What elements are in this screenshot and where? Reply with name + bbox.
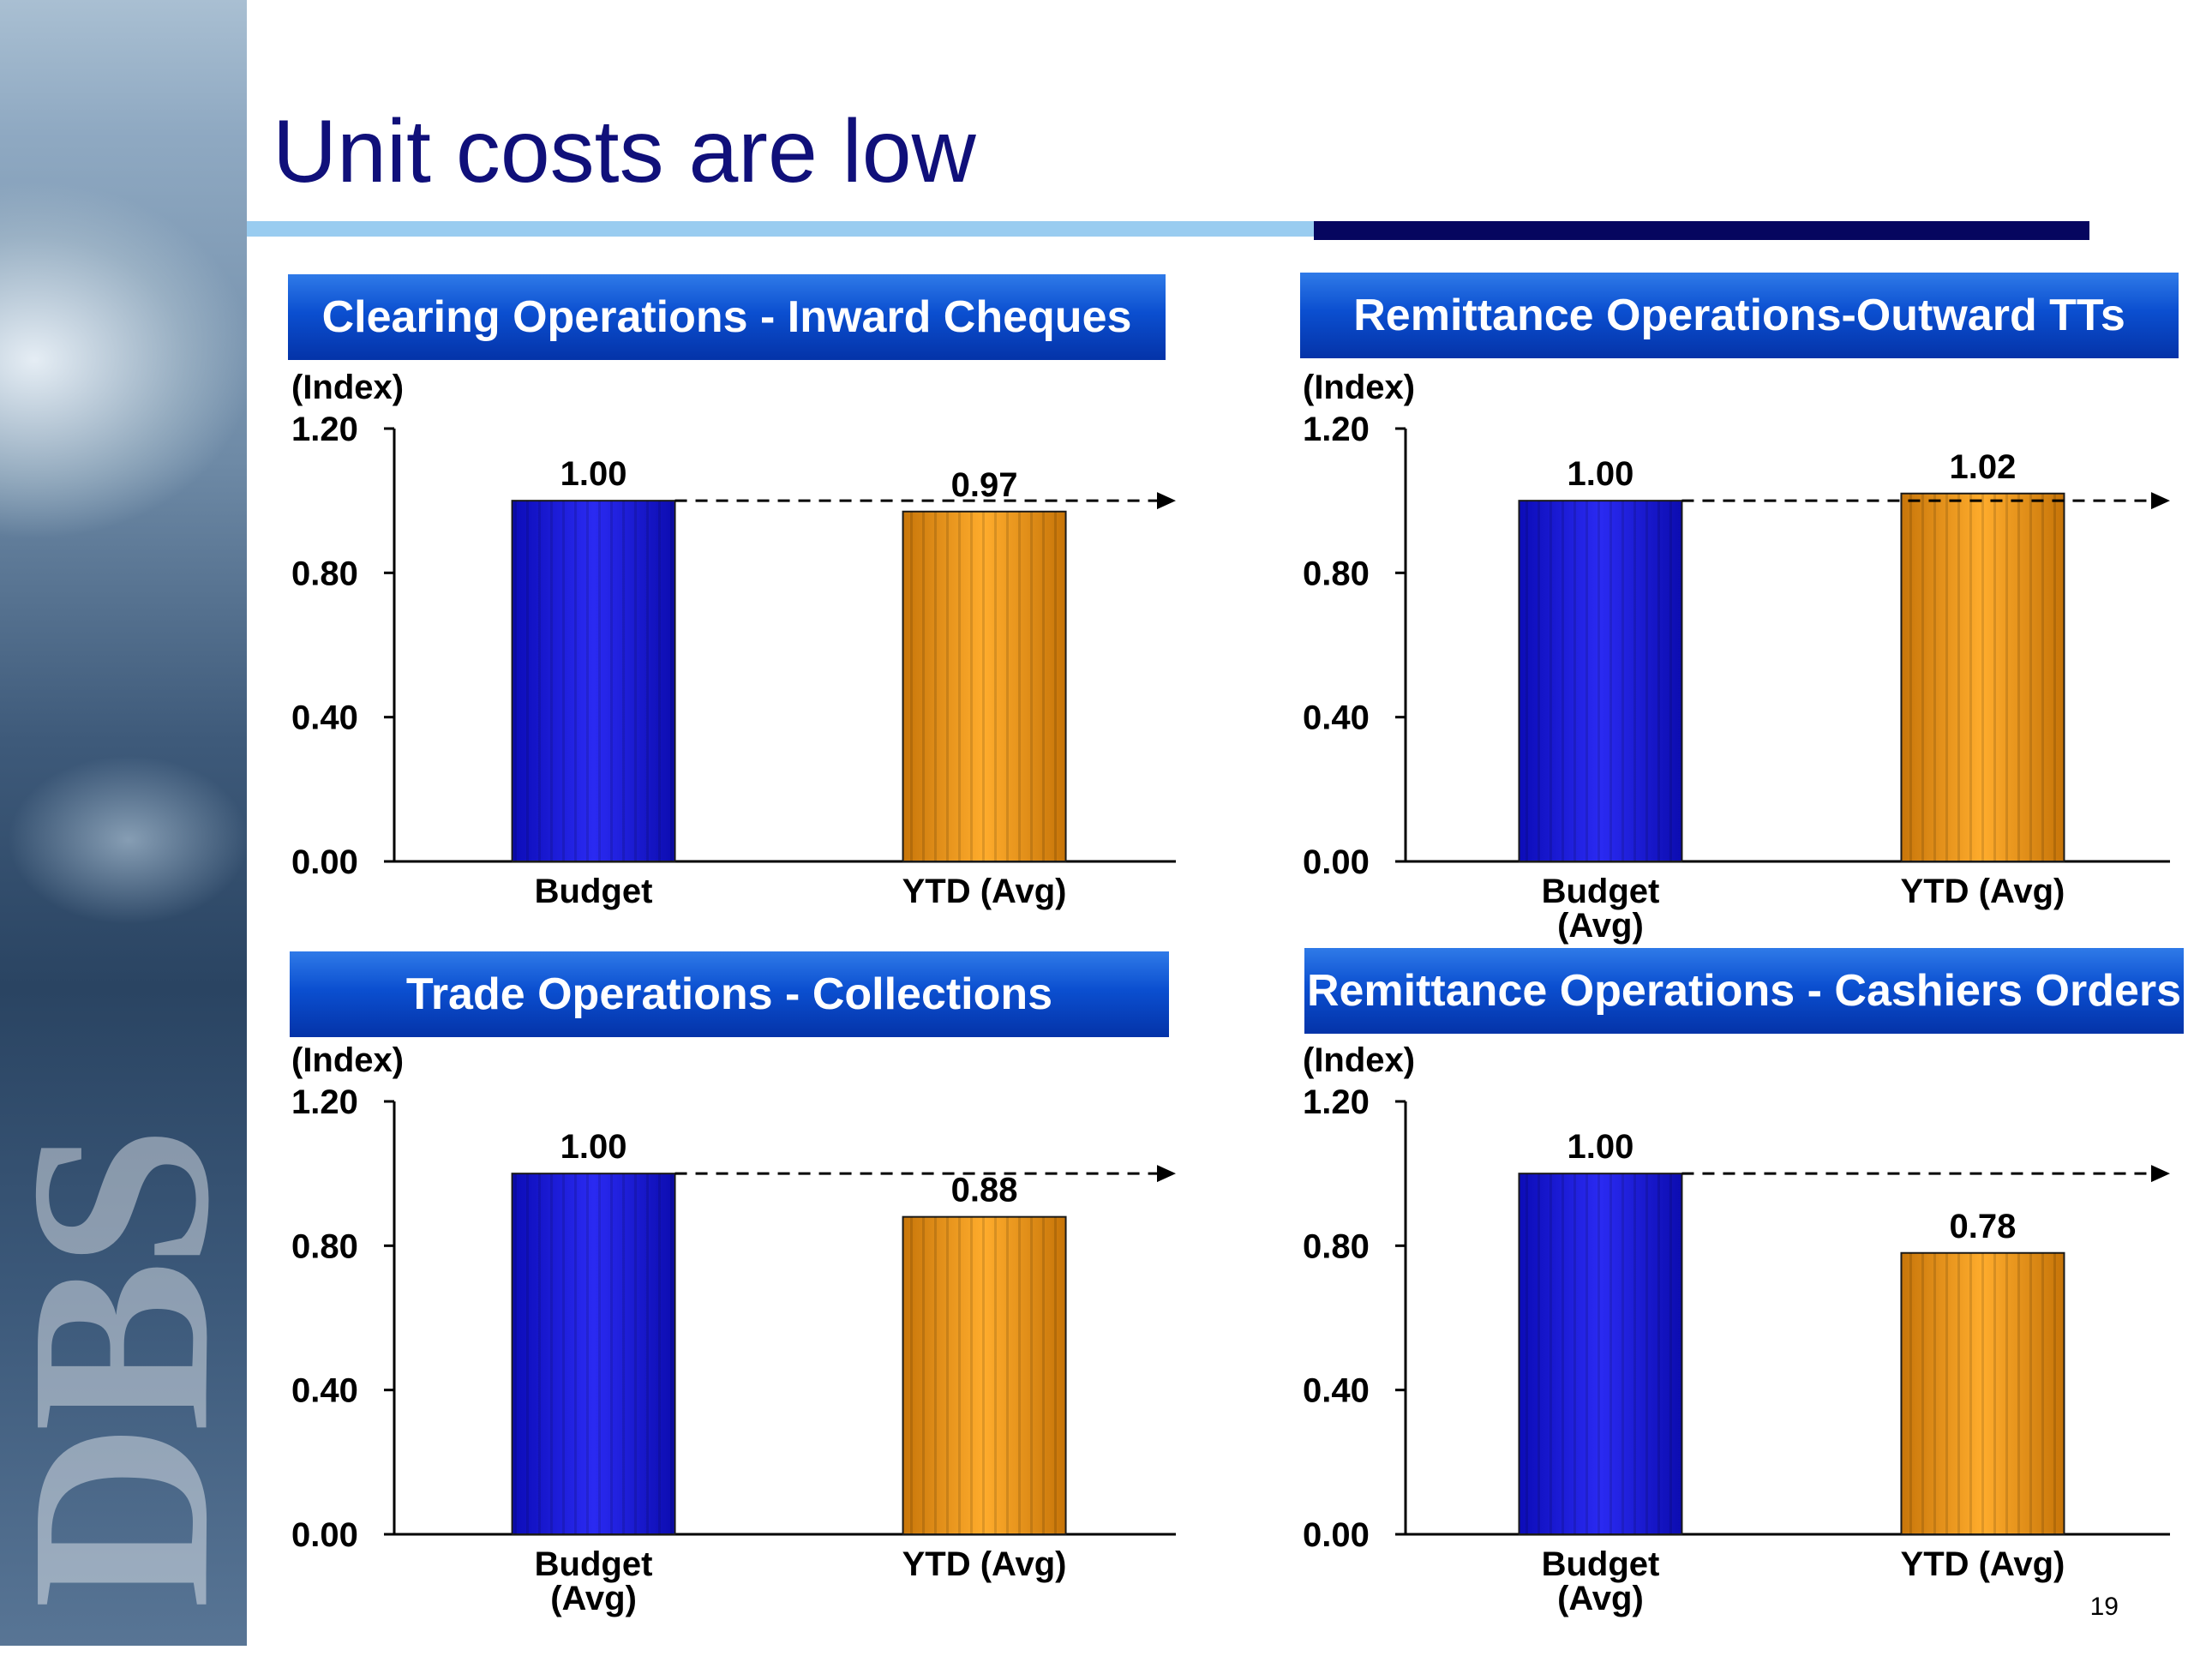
y-tick-label: 0.40 bbox=[291, 699, 358, 737]
bar-ytd-avg-texture bbox=[1901, 1252, 2065, 1534]
bar-budget-texture bbox=[512, 501, 675, 861]
category-label: YTD (Avg) bbox=[1901, 873, 2065, 910]
value-label: 1.00 bbox=[560, 455, 627, 493]
category-label: Budget (Avg) bbox=[535, 1545, 653, 1617]
chart-4-title: Remittance Operations - Cashiers Orders bbox=[1306, 966, 2182, 1016]
y-tick-label: 0.40 bbox=[1303, 699, 1370, 737]
y-tick-label: 1.20 bbox=[291, 1083, 358, 1121]
chart-3-title: Trade Operations - Collections bbox=[405, 969, 1053, 1019]
y-axis-label: (Index) bbox=[1303, 369, 1415, 406]
y-tick-label: 0.40 bbox=[1303, 1372, 1370, 1410]
dbs-logo-watermark: DBS bbox=[0, 1134, 262, 1609]
chart-trade-collections: (Index) 0.00 0.40 0.80 1.20 1.00 Budget (Avg) 0.… bbox=[274, 1033, 1200, 1633]
bar-budget-texture bbox=[512, 1173, 675, 1534]
reference-arrow bbox=[1157, 1165, 1176, 1183]
category-label: YTD (Avg) bbox=[902, 873, 1067, 910]
reference-arrow bbox=[2151, 492, 2170, 510]
y-tick-label: 0.00 bbox=[291, 843, 358, 881]
y-tick-label: 0.00 bbox=[291, 1516, 358, 1554]
y-tick-label: 1.20 bbox=[1303, 411, 1370, 448]
chart-remittance-outward-tts: (Index) 0.00 0.40 0.80 1.20 1.00 Budget (Avg) 1.… bbox=[1286, 360, 2194, 945]
page-number: 19 bbox=[2089, 1593, 2119, 1621]
y-tick-label: 0.00 bbox=[1303, 1516, 1370, 1554]
y-tick-label: 0.80 bbox=[1303, 555, 1370, 592]
title-rule-light bbox=[247, 221, 1314, 237]
title-rule-dark bbox=[1314, 221, 2089, 240]
chart-3-header: Trade Operations - Collections bbox=[290, 951, 1169, 1037]
y-tick-label: 0.80 bbox=[1303, 1227, 1370, 1265]
bar-ytd-avg-texture bbox=[902, 1216, 1066, 1534]
bar-budget-texture bbox=[1519, 1173, 1682, 1534]
y-tick-label: 0.80 bbox=[291, 1227, 358, 1265]
bar-ytd-avg-texture bbox=[902, 511, 1066, 861]
category-label: Budget bbox=[535, 873, 653, 910]
category-label: YTD (Avg) bbox=[1901, 1545, 2065, 1583]
page-title: Unit costs are low bbox=[273, 102, 976, 201]
value-label: 0.97 bbox=[951, 466, 1018, 504]
y-axis-label: (Index) bbox=[291, 1041, 404, 1079]
chart-4-header: Remittance Operations - Cashiers Orders bbox=[1304, 948, 2184, 1034]
y-axis-label: (Index) bbox=[291, 369, 404, 406]
category-label: Budget (Avg) bbox=[1542, 873, 1660, 945]
y-axis-label: (Index) bbox=[1303, 1041, 1415, 1079]
value-label: 1.00 bbox=[1568, 455, 1634, 493]
reference-arrow bbox=[1157, 492, 1176, 510]
y-tick-label: 0.40 bbox=[291, 1372, 358, 1410]
y-tick-label: 1.20 bbox=[1303, 1083, 1370, 1121]
y-tick-label: 0.00 bbox=[1303, 843, 1370, 881]
chart-1-title: Clearing Operations - Inward Cheques bbox=[321, 292, 1132, 342]
y-tick-label: 1.20 bbox=[291, 411, 358, 448]
bar-ytd-avg-texture bbox=[1901, 493, 2065, 861]
category-label: YTD (Avg) bbox=[902, 1545, 1067, 1583]
bar-budget-texture bbox=[1519, 501, 1682, 861]
chart-2-header: Remittance Operations-Outward TTs bbox=[1300, 273, 2179, 358]
value-label: 0.88 bbox=[951, 1172, 1018, 1209]
reference-arrow bbox=[2151, 1165, 2170, 1183]
value-label: 1.00 bbox=[1568, 1128, 1634, 1166]
chart-remittance-cashiers-orders: (Index) 0.00 0.40 0.80 1.20 1.00 Budget (Avg) 0.… bbox=[1286, 1033, 2194, 1633]
chart-clearing-inward-cheques: (Index) 0.00 0.40 0.80 1.20 1.00 Budget 0.97 YTD… bbox=[274, 360, 1200, 926]
chart-1-header: Clearing Operations - Inward Cheques bbox=[288, 274, 1166, 360]
value-label: 1.00 bbox=[560, 1128, 627, 1166]
value-label: 0.78 bbox=[1950, 1208, 2017, 1245]
chart-2-title: Remittance Operations-Outward TTs bbox=[1353, 291, 2125, 340]
y-tick-label: 0.80 bbox=[291, 555, 358, 592]
value-label: 1.02 bbox=[1950, 448, 2017, 486]
category-label: Budget (Avg) bbox=[1542, 1545, 1660, 1617]
side-decoration: DBS bbox=[0, 0, 262, 1646]
